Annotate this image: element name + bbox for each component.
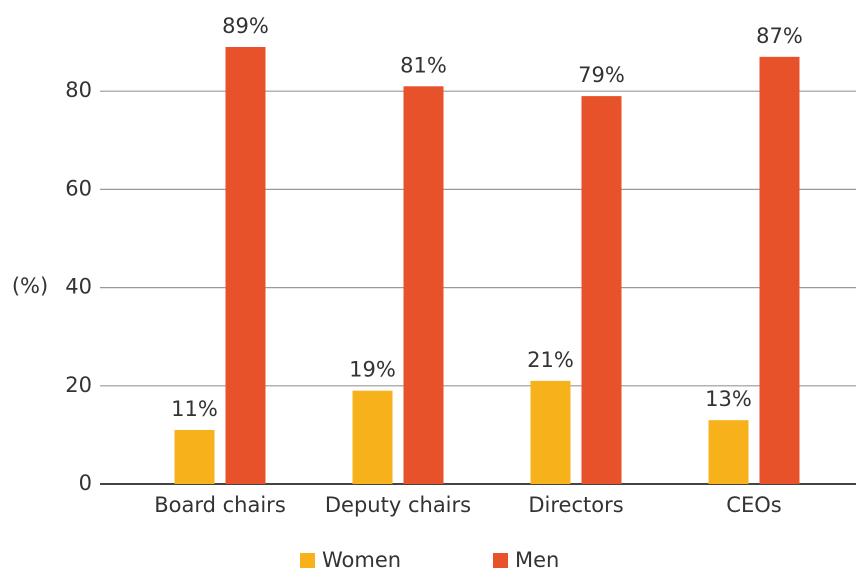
bar: [225, 47, 266, 484]
legend-label: Men: [515, 548, 559, 572]
y-tick-label: 0: [79, 471, 92, 495]
y-tick-label: 20: [65, 373, 92, 397]
bar: [403, 86, 444, 484]
bar: [581, 96, 622, 485]
value-label: 81%: [400, 53, 447, 77]
legend-label: Women: [322, 548, 401, 572]
y-tick-label: 40: [65, 275, 92, 299]
bar: [708, 420, 749, 484]
value-label: 87%: [756, 24, 803, 48]
bar: [174, 429, 215, 484]
x-tick-label: CEOs: [726, 493, 781, 517]
y-axis-label: (%): [12, 274, 48, 298]
y-tick-label: 60: [65, 176, 92, 200]
x-tick-label: Directors: [528, 493, 623, 517]
value-label: 21%: [527, 348, 574, 372]
bar: [530, 380, 571, 484]
legend-swatch: [300, 553, 315, 568]
x-tick-label: Board chairs: [154, 493, 286, 517]
value-label: 19%: [349, 358, 396, 382]
legend-swatch: [493, 553, 508, 568]
value-label: 13%: [705, 387, 752, 411]
bar: [352, 390, 393, 484]
value-label: 79%: [578, 63, 625, 87]
x-tick-label: Deputy chairs: [325, 493, 471, 517]
value-label: 89%: [222, 14, 269, 38]
y-tick-label: 80: [65, 78, 92, 102]
bar: [759, 56, 800, 484]
value-label: 11%: [171, 397, 218, 421]
